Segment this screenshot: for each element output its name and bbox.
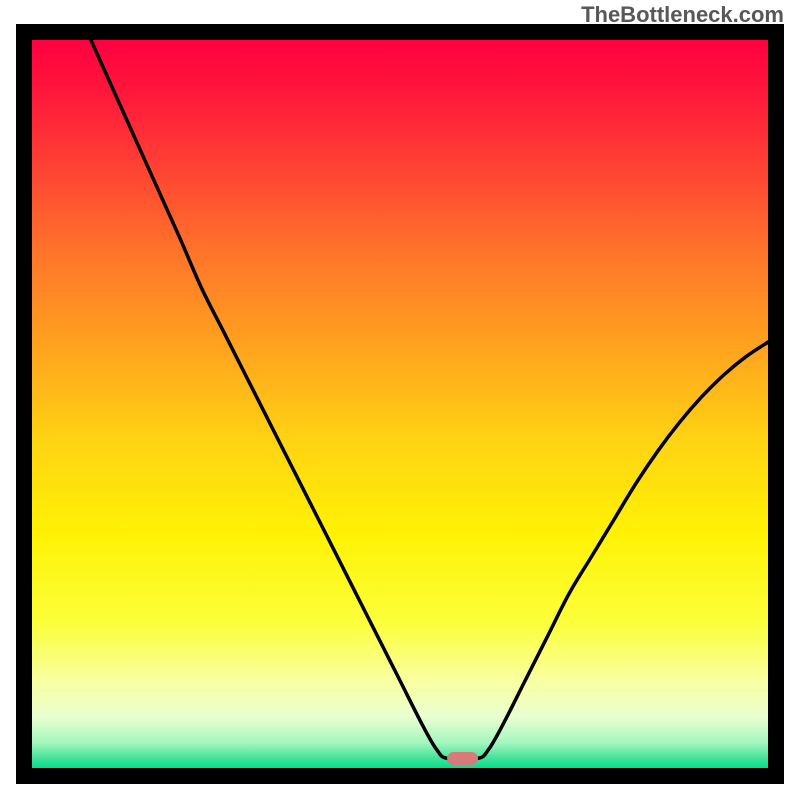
optimal-point-marker xyxy=(447,752,478,765)
plot-area xyxy=(16,24,784,784)
chart-background xyxy=(32,40,768,768)
bottleneck-curve-chart xyxy=(16,24,784,784)
figure-container: TheBottleneck.com xyxy=(0,0,800,800)
